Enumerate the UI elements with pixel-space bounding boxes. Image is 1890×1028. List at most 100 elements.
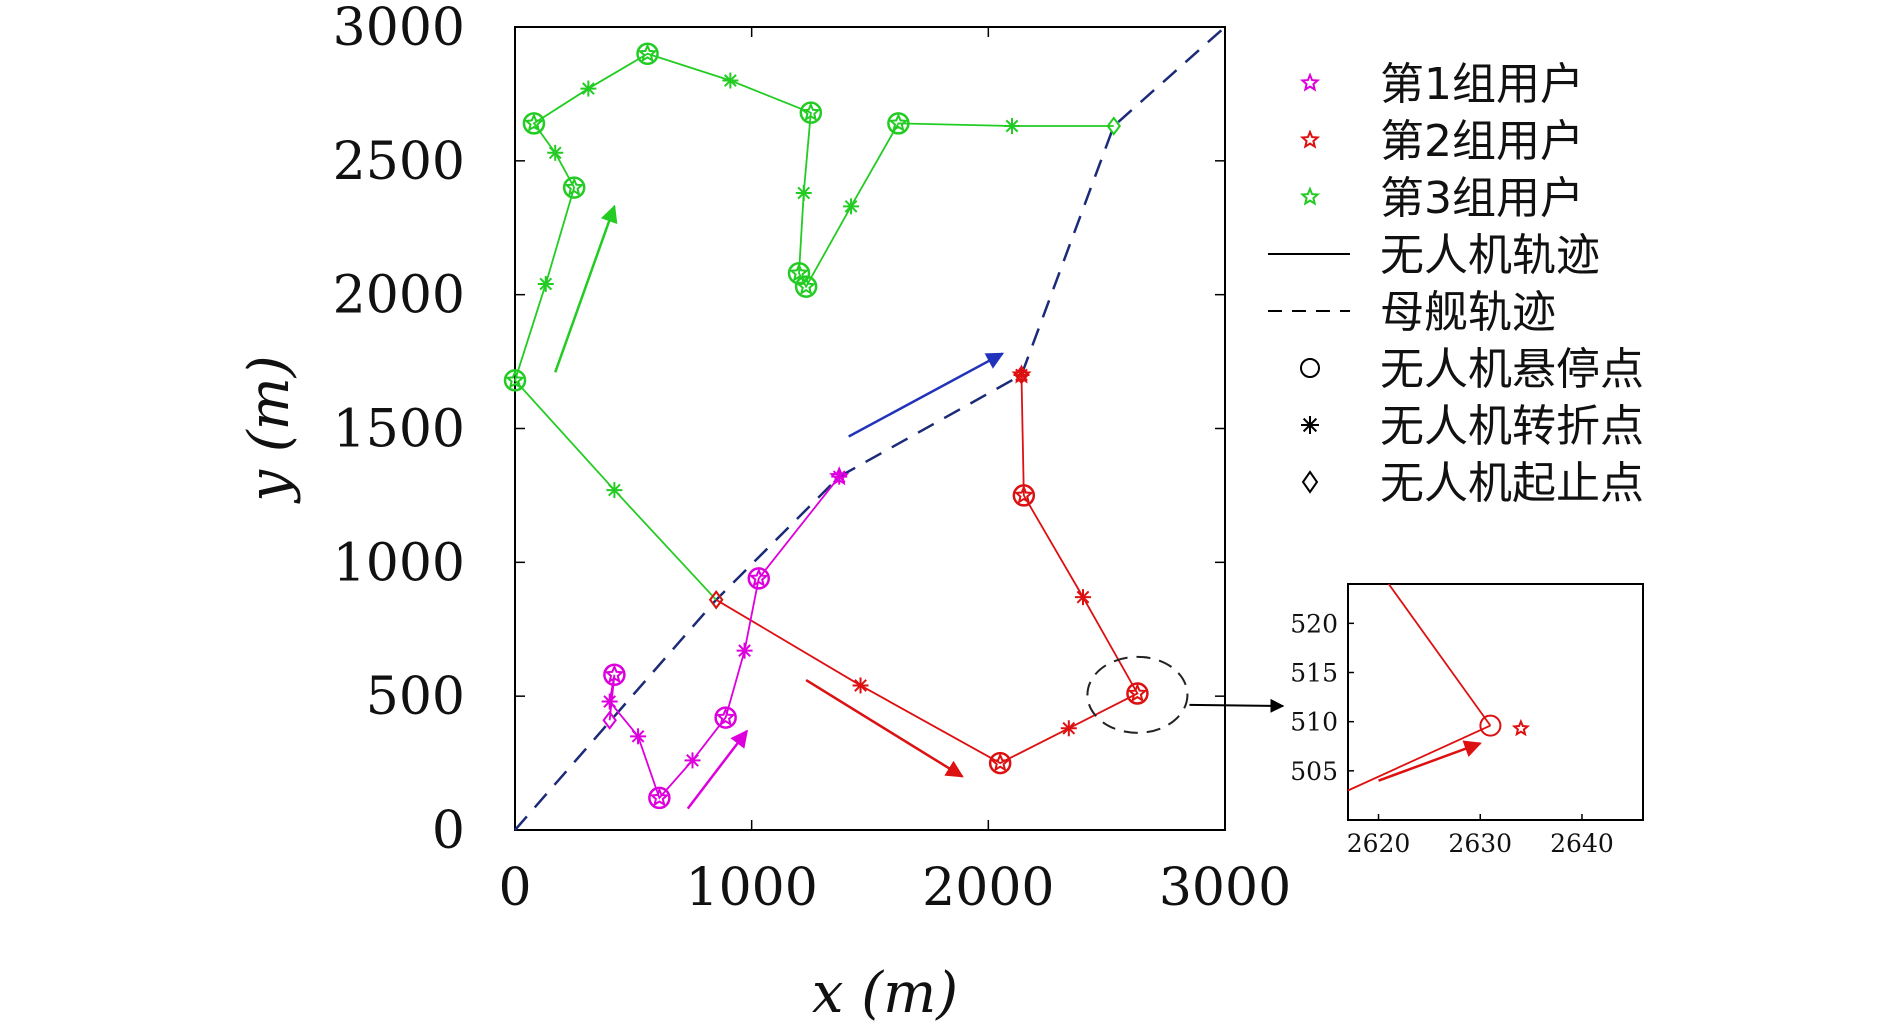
turn-point-marker: [606, 482, 623, 499]
legend-label: 第2组用户: [1380, 116, 1584, 167]
user-star-marker: [800, 102, 821, 122]
plot-frame: [514, 26, 1226, 831]
turn-point-marker: [831, 468, 848, 485]
asterisk-stroke: [603, 695, 617, 708]
legend-item: 第2组用户: [1299, 116, 1584, 167]
direction-arrow: [686, 729, 748, 810]
turn-point-marker: [547, 144, 564, 161]
inset-y-tick-label: 510: [1290, 708, 1338, 737]
turn-point-marker: [1004, 118, 1020, 135]
legend-circle: [1300, 358, 1320, 378]
inset-frame: [1347, 583, 1644, 821]
inset-y-tick-label: 505: [1290, 757, 1338, 786]
x-tick-label: 1000: [685, 858, 817, 918]
legend-item: 无人机轨迹: [1268, 230, 1600, 281]
user-star-marker: [748, 567, 769, 588]
asterisk-stroke: [854, 679, 867, 692]
asterisk-stroke: [548, 146, 562, 160]
user-star-marker: [796, 275, 817, 296]
user-star-marker: [604, 664, 625, 684]
asterisk-stroke: [724, 74, 737, 87]
zoom-callout-circle: [1086, 655, 1189, 734]
inset-hover-point: [1479, 714, 1502, 737]
x-tick-label: 3000: [1159, 858, 1291, 918]
x-tick-label: 0: [498, 858, 531, 918]
legend-item: 无人机起止点: [1301, 458, 1644, 509]
user-star-marker: [990, 752, 1011, 772]
inset-x-tick-label: 2620: [1347, 829, 1411, 858]
y-tick-label: 2000: [333, 266, 465, 326]
start-end-marker: [1106, 116, 1122, 136]
zoom-callout-arrow: [1189, 698, 1285, 713]
user-star-marker: [523, 112, 544, 132]
x-tick-label: 2000: [922, 858, 1054, 918]
y-tick-label: 3000: [333, 0, 465, 58]
user-star-marker: [564, 176, 585, 197]
turn-point-marker: [601, 693, 618, 710]
direction-arrow: [848, 352, 1005, 438]
user-star-marker: [1299, 186, 1321, 206]
legend-label: 第1组用户: [1380, 59, 1584, 110]
inset-trajectory-in: [1387, 583, 1492, 727]
y-tick-label: 500: [366, 667, 465, 727]
asterisk-stroke: [738, 644, 751, 658]
user-star-marker: [1511, 718, 1531, 737]
turn-point-marker: [795, 184, 812, 201]
legend-item: 第3组用户: [1299, 173, 1584, 224]
drone-series-2: [715, 364, 1149, 775]
user-star-marker: [1299, 129, 1321, 149]
asterisk-stroke: [582, 82, 595, 95]
turn-point-marker: [537, 275, 554, 292]
mothership-trajectory: [514, 26, 1226, 831]
direction-arrow: [805, 679, 964, 778]
asterisk-stroke: [1005, 119, 1019, 133]
legend-item: 母舰轨迹: [1268, 287, 1556, 338]
turn-point-marker: [722, 72, 739, 89]
legend-item: 第1组用户: [1299, 59, 1584, 110]
user-star-marker: [649, 787, 670, 807]
user-star-marker: [1299, 72, 1321, 92]
turn-point-marker: [684, 752, 701, 769]
asterisk-stroke: [539, 277, 553, 291]
legend-label: 无人机轨迹: [1380, 230, 1600, 281]
user-star-marker: [888, 112, 909, 132]
user-star-marker: [715, 706, 736, 727]
direction-arrow: [554, 204, 618, 373]
user-star-marker: [788, 262, 810, 282]
inset-y-tick-label: 515: [1290, 659, 1338, 688]
y-tick-label: 1000: [333, 533, 465, 593]
y-tick-label: 1500: [333, 400, 465, 460]
turn-point-marker: [1060, 720, 1077, 737]
asterisk-stroke: [1062, 721, 1076, 735]
asterisk-stroke: [608, 483, 621, 497]
legend-diamond: [1301, 470, 1319, 494]
legend-asterisk-stroke: [1302, 417, 1318, 433]
asterisk-stroke: [844, 199, 858, 213]
inset-x-tick-label: 2640: [1550, 829, 1614, 858]
turn-point-marker: [843, 198, 860, 215]
user-star-marker: [1013, 484, 1034, 505]
turn-point-marker: [852, 677, 869, 694]
start-end-marker: [602, 710, 617, 730]
user-star-marker: [637, 43, 658, 63]
legend-item: 无人机悬停点: [1300, 344, 1644, 395]
legend-label: 第3组用户: [1380, 173, 1584, 224]
inset-y-tick-label: 520: [1290, 609, 1338, 638]
user-star-marker: [1127, 682, 1148, 703]
turn-point-marker: [630, 728, 647, 745]
legend-item: 无人机转折点: [1301, 401, 1644, 452]
start-end-marker: [708, 590, 724, 610]
turn-point-marker: [736, 642, 753, 659]
asterisk-stroke: [832, 470, 846, 484]
legend-label: 无人机转折点: [1380, 401, 1644, 452]
inset-zoom-plot: 2620 2630 2640 505 510 515 520: [1290, 583, 1644, 858]
drone-series-1: [503, 42, 1114, 601]
drone-trajectory: [608, 476, 840, 800]
asterisk-stroke: [686, 754, 699, 767]
legend-label: 无人机悬停点: [1380, 344, 1644, 395]
x-axis-label: x (m): [812, 961, 958, 1026]
inset-direction-arrow: [1378, 740, 1482, 782]
y-axis-label: y (m): [237, 355, 302, 504]
drone-trajectory: [513, 52, 1114, 601]
